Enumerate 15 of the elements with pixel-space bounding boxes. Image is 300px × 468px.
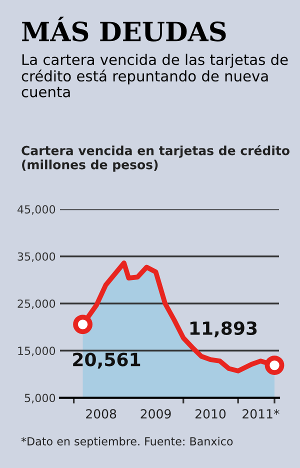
chart-subtitle: La cartera vencida de las tarjetas de crédito está repuntando de nueva cuenta (22, 54, 288, 98)
text: *Dato en septiembre. Fuente: Banxico (21, 436, 233, 448)
x-tick-label: 2009 (140, 409, 171, 419)
x-tick-label: 2008 (86, 409, 116, 419)
chart-title: MÁS DEUDAS (22, 16, 226, 42)
y-tick-label: 5,000 (24, 394, 56, 404)
y-tick-label: 35,000 (18, 252, 56, 262)
y-tick-label: 45,000 (18, 205, 56, 215)
annotation: 20,561 (73, 352, 140, 369)
x-tick-label: 2010 (196, 409, 226, 419)
x-tick-label: 2011* (242, 409, 280, 419)
y-axis-title: Cartera vencida en tarjetas de crédito (millones de pesos) (22, 145, 290, 172)
annotation: 11,893 (190, 321, 257, 338)
y-tick-label: 25,000 (18, 299, 56, 310)
y-tick-label: 15,000 (18, 346, 56, 356)
